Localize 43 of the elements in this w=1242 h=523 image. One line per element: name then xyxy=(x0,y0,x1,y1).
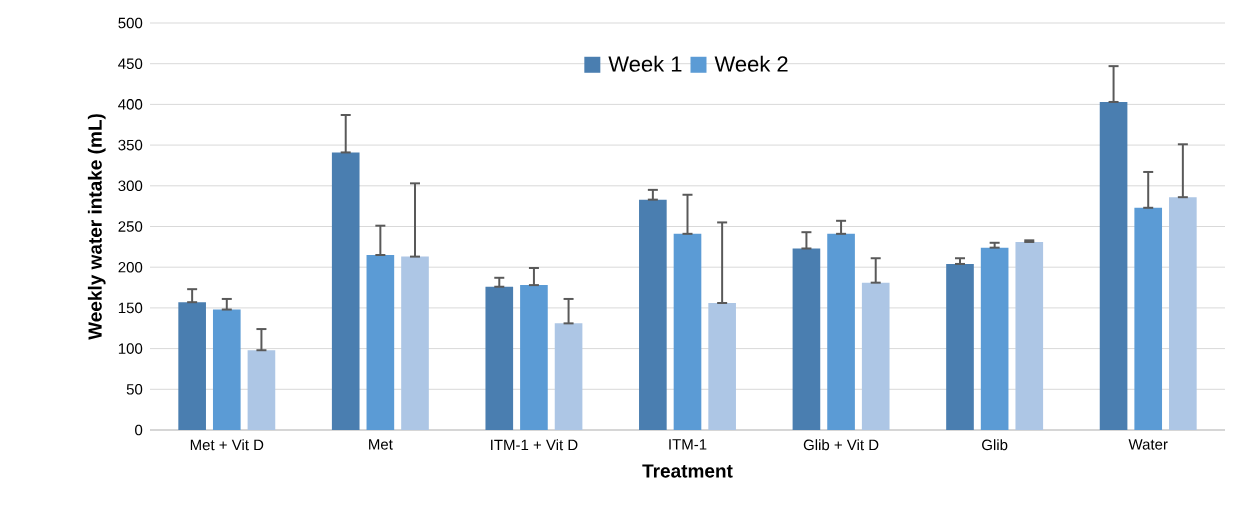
bar xyxy=(178,302,206,430)
x-tick-label: Water xyxy=(1128,439,1168,450)
legend-label: Week 1 xyxy=(608,55,682,72)
bar xyxy=(792,248,821,430)
y-tick-label: 50 xyxy=(126,383,143,395)
y-axis-title: Weekly water intake (mL) xyxy=(87,114,106,340)
bar xyxy=(401,256,429,430)
x-tick-label: Met xyxy=(369,439,393,450)
y-tick-label: 100 xyxy=(118,343,143,354)
bar xyxy=(827,233,855,430)
bar xyxy=(1134,207,1163,430)
x-tick-label: Glib xyxy=(982,439,1008,451)
bar xyxy=(554,323,583,430)
bar xyxy=(247,350,276,430)
x-tick-label: Glib + Vit D xyxy=(803,439,879,451)
y-tick-label: 200 xyxy=(118,261,143,273)
bar xyxy=(212,309,241,430)
x-axis-title: Treatment xyxy=(642,464,733,478)
y-tick-label: 0 xyxy=(135,424,143,436)
bar xyxy=(520,285,548,430)
bar xyxy=(708,303,736,430)
y-tick-label: 300 xyxy=(118,180,143,192)
y-tick-label: 500 xyxy=(118,17,143,29)
y-tick-label: 400 xyxy=(118,99,143,110)
y-tick-label: 350 xyxy=(118,139,143,151)
bar xyxy=(485,286,514,430)
bar xyxy=(1169,197,1197,430)
x-tick-label: Met + Vit D xyxy=(190,439,264,451)
x-tick-label: ITM-1 xyxy=(669,439,707,450)
bar xyxy=(1099,101,1128,430)
y-tick-label: 150 xyxy=(118,302,143,314)
y-tick-label: 450 xyxy=(118,58,143,69)
x-tick-label: ITM-1 + Vit D xyxy=(491,439,578,451)
bar xyxy=(366,254,395,430)
legend-label: Week 2 xyxy=(714,55,788,72)
bar xyxy=(639,199,667,430)
bar xyxy=(1015,241,1044,430)
bar xyxy=(861,282,890,430)
bar xyxy=(331,152,360,430)
bar xyxy=(673,233,702,430)
bar xyxy=(980,247,1009,430)
y-tick-label: 250 xyxy=(118,221,143,232)
bar xyxy=(946,263,974,430)
